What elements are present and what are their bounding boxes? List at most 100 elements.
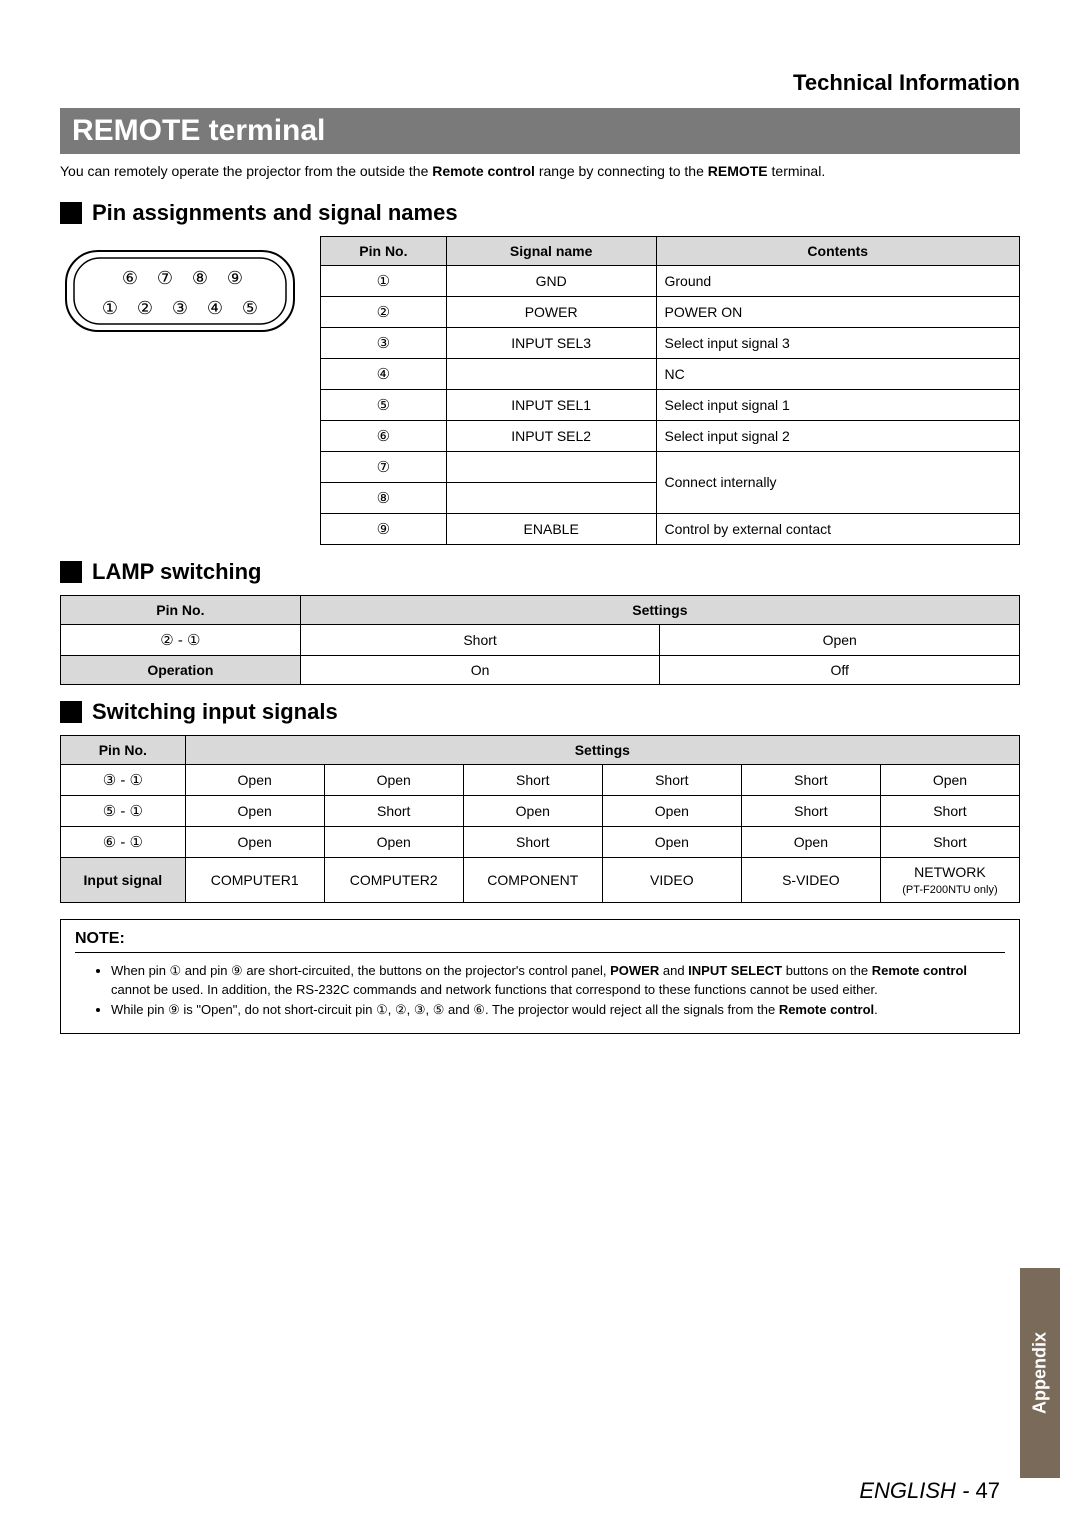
page-footer: ENGLISH - 47 xyxy=(859,1478,1000,1504)
pin-cell: ⑨ xyxy=(321,513,447,544)
input-heading: Switching input signals xyxy=(60,699,1020,725)
table-row: ⑥ - ①OpenOpenShortOpenOpenShort xyxy=(61,826,1020,857)
content-cell: Select input signal 2 xyxy=(656,420,1020,451)
input-cell: Short xyxy=(463,826,602,857)
table-row: ①GNDGround xyxy=(321,265,1020,296)
pin-heading: Pin assignments and signal names xyxy=(60,200,1020,226)
input-cell: VIDEO xyxy=(602,857,741,902)
pin-label-2: ② xyxy=(137,298,153,318)
input-cell: COMPONENT xyxy=(463,857,602,902)
pin-label-5: ⑤ xyxy=(242,298,258,318)
input-cell: Open xyxy=(185,764,324,795)
pin-cell: ① xyxy=(321,265,447,296)
content-cell: NC xyxy=(656,358,1020,389)
pin-cell: ② xyxy=(321,296,447,327)
input-header-pinno: Pin No. xyxy=(61,735,186,764)
input-cell: Open xyxy=(185,795,324,826)
table-row: ⑨ENABLEControl by external contact xyxy=(321,513,1020,544)
table-row: ③INPUT SEL3Select input signal 3 xyxy=(321,327,1020,358)
lamp-cell: Short xyxy=(300,624,660,655)
lamp-cell: On xyxy=(300,655,660,684)
input-signals-table: Pin No. Settings ③ - ①OpenOpenShortShort… xyxy=(60,735,1020,903)
lamp-cell: Open xyxy=(660,624,1020,655)
intro-text-1: You can remotely operate the projector f… xyxy=(60,163,432,179)
footer-sep: - xyxy=(956,1478,976,1503)
table-row: ⑥INPUT SEL2Select input signal 2 xyxy=(321,420,1020,451)
pin-cell: ⑥ xyxy=(321,420,447,451)
footer-page-number: 47 xyxy=(976,1478,1000,1503)
signal-cell: INPUT SEL2 xyxy=(446,420,656,451)
table-row: ⑤ - ①OpenShortOpenOpenShortShort xyxy=(61,795,1020,826)
pin-cell: ⑦ xyxy=(321,451,447,482)
intro-text-3: terminal. xyxy=(768,163,826,179)
signal-cell xyxy=(446,451,656,482)
pin-label-7: ⑦ xyxy=(157,268,173,288)
page-banner: REMOTE terminal xyxy=(60,108,1020,154)
lamp-label-cell: ② - ① xyxy=(61,624,301,655)
footer-language: ENGLISH xyxy=(859,1478,956,1503)
content-cell: Control by external contact xyxy=(656,513,1020,544)
input-cell: Open xyxy=(602,795,741,826)
content-cell: Select input signal 1 xyxy=(656,389,1020,420)
signal-cell xyxy=(446,358,656,389)
pin-heading-text: Pin assignments and signal names xyxy=(92,200,458,226)
input-cell: Short xyxy=(463,764,602,795)
content-cell: Select input signal 3 xyxy=(656,327,1020,358)
pin-header-signal: Signal name xyxy=(446,236,656,265)
input-cell: COMPUTER2 xyxy=(324,857,463,902)
table-row: ② - ①ShortOpen xyxy=(61,624,1020,655)
input-cell: Open xyxy=(741,826,880,857)
intro-bold-1: Remote control xyxy=(432,163,535,179)
input-cell: Short xyxy=(880,795,1019,826)
signal-cell: INPUT SEL3 xyxy=(446,327,656,358)
square-bullet-icon xyxy=(60,202,82,224)
input-cell: Short xyxy=(324,795,463,826)
lamp-header-settings: Settings xyxy=(300,595,1019,624)
input-cell: Open xyxy=(880,764,1019,795)
lamp-label-cell: Operation xyxy=(61,655,301,684)
pin-cell: ⑤ xyxy=(321,389,447,420)
input-cell: S-VIDEO xyxy=(741,857,880,902)
table-row: ③ - ①OpenOpenShortShortShortOpen xyxy=(61,764,1020,795)
input-cell: Open xyxy=(324,764,463,795)
content-cell: Connect internally xyxy=(656,451,1020,513)
pin-label-8: ⑧ xyxy=(192,268,208,288)
input-heading-text: Switching input signals xyxy=(92,699,338,725)
pin-header-pinno: Pin No. xyxy=(321,236,447,265)
appendix-side-tab: Appendix xyxy=(1020,1268,1060,1478)
signal-cell: GND xyxy=(446,265,656,296)
signal-cell: INPUT SEL1 xyxy=(446,389,656,420)
lamp-heading-text: LAMP switching xyxy=(92,559,262,585)
lamp-switching-table: Pin No. Settings ② - ①ShortOpenOperation… xyxy=(60,595,1020,685)
lamp-heading: LAMP switching xyxy=(60,559,1020,585)
input-label-cell: ③ - ① xyxy=(61,764,186,795)
content-cell: POWER ON xyxy=(656,296,1020,327)
table-header-row: Pin No. Settings xyxy=(61,595,1020,624)
signal-cell: POWER xyxy=(446,296,656,327)
table-row: ②POWERPOWER ON xyxy=(321,296,1020,327)
note-item: When pin ① and pin ⑨ are short-circuited… xyxy=(111,961,1005,1000)
input-cell: COMPUTER1 xyxy=(185,857,324,902)
pin-label-1: ① xyxy=(102,298,118,318)
note-title: NOTE: xyxy=(75,930,1005,953)
signal-cell: ENABLE xyxy=(446,513,656,544)
pin-label-3: ③ xyxy=(172,298,188,318)
connector-diagram: ⑥ ⑦ ⑧ ⑨ ① ② ③ ④ ⑤ xyxy=(60,236,300,346)
table-header-row: Pin No. Settings xyxy=(61,735,1020,764)
pin-assignment-table: Pin No. Signal name Contents ①GNDGround②… xyxy=(320,236,1020,545)
table-row: Input signalCOMPUTER1COMPUTER2COMPONENTV… xyxy=(61,857,1020,902)
pin-cell: ⑧ xyxy=(321,482,447,513)
square-bullet-icon xyxy=(60,701,82,723)
input-cell: Short xyxy=(880,826,1019,857)
input-cell: Open xyxy=(324,826,463,857)
pin-label-9: ⑨ xyxy=(227,268,243,288)
input-cell: Short xyxy=(741,795,880,826)
input-header-settings: Settings xyxy=(185,735,1019,764)
signal-cell xyxy=(446,482,656,513)
input-cell: Open xyxy=(185,826,324,857)
lamp-cell: Off xyxy=(660,655,1020,684)
table-row: ④NC xyxy=(321,358,1020,389)
pin-label-4: ④ xyxy=(207,298,223,318)
note-box: NOTE: When pin ① and pin ⑨ are short-cir… xyxy=(60,919,1020,1035)
intro-text-2: range by connecting to the xyxy=(535,163,708,179)
